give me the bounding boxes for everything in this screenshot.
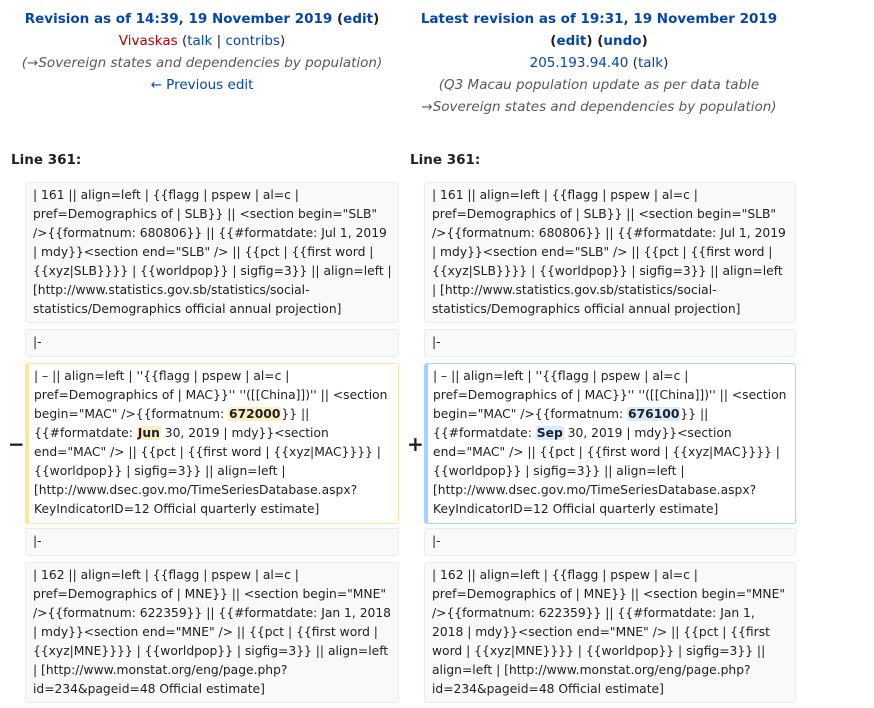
added-value-highlight: 676100 <box>627 407 681 421</box>
added-month-highlight: Sep <box>535 426 564 440</box>
deleted-value-highlight: 672000 <box>228 407 282 421</box>
left-revision-title[interactable]: Revision as of 14:39, 19 November 2019 <box>24 11 333 27</box>
left-contribs-link[interactable]: contribs <box>225 33 280 49</box>
left-edit-summary: (→Sovereign states and dependencies by p… <box>21 55 383 71</box>
added-text: | – || align=left | ''{{flagg | pspew | … <box>433 369 791 421</box>
diff-context-left: |- <box>25 329 399 357</box>
left-edit-paren-open: ( <box>332 11 344 27</box>
addition-marker: + <box>407 432 424 456</box>
deleted-month-highlight: Jun <box>136 426 161 440</box>
right-edit-summary-line2: →Sovereign states and dependencies by po… <box>421 99 777 115</box>
left-user-tools: (talk | contribs) <box>181 33 286 49</box>
right-edit-link[interactable]: edit <box>556 33 587 49</box>
left-revision-header: Revision as of 14:39, 19 November 2019 (… <box>10 8 394 96</box>
right-revision-header: Latest revision as of 19:31, 19 November… <box>402 8 796 118</box>
undo-link[interactable]: undo <box>603 33 642 49</box>
diff-context-right: |- <box>424 528 796 556</box>
diff-added-line: | – || align=left | ''{{flagg | pspew | … <box>424 363 796 524</box>
right-edit-summary-line1: (Q3 Macau population update as per data … <box>438 77 760 93</box>
diff-context-left: | 162 || align=left | {{flagg | pspew | … <box>25 562 399 703</box>
deleted-text: }} || {{#formatdate: <box>34 407 314 440</box>
right-talk-link[interactable]: talk <box>637 55 664 71</box>
added-text: 30, 2019 | mdy}}<section end="MAC" /> ||… <box>433 426 784 516</box>
right-revision-title[interactable]: Latest revision as of 19:31, 19 November… <box>420 11 778 27</box>
deletion-marker: − <box>8 432 25 456</box>
diff-context-right: | 161 || align=left | {{flagg | pspew | … <box>424 182 796 323</box>
left-edit-paren-close: ) <box>373 11 380 27</box>
previous-edit-link[interactable]: ← Previous edit <box>150 77 254 93</box>
deleted-text: 30, 2019 | mdy}}<section end="MAC" /> ||… <box>34 426 385 516</box>
added-text: }} || {{#formatdate: <box>433 407 713 440</box>
deleted-text: | – || align=left | ''{{flagg | pspew | … <box>34 369 392 421</box>
left-edit-link[interactable]: edit <box>343 11 374 27</box>
diff-context-left: | 161 || align=left | {{flagg | pspew | … <box>25 182 399 323</box>
left-user-link[interactable]: Vivaskas <box>118 33 178 49</box>
diff-deleted-line: | – || align=left | ''{{flagg | pspew | … <box>25 363 399 524</box>
right-ip-link[interactable]: 205.193.94.40 <box>529 55 629 71</box>
right-line-number: Line 361: <box>410 152 481 168</box>
left-talk-link[interactable]: talk <box>187 33 213 49</box>
diff-context-left: |- <box>25 528 399 556</box>
diff-context-right: | 162 || align=left | {{flagg | pspew | … <box>424 562 796 703</box>
diff-context-right: |- <box>424 329 796 357</box>
left-line-number: Line 361: <box>11 152 82 168</box>
